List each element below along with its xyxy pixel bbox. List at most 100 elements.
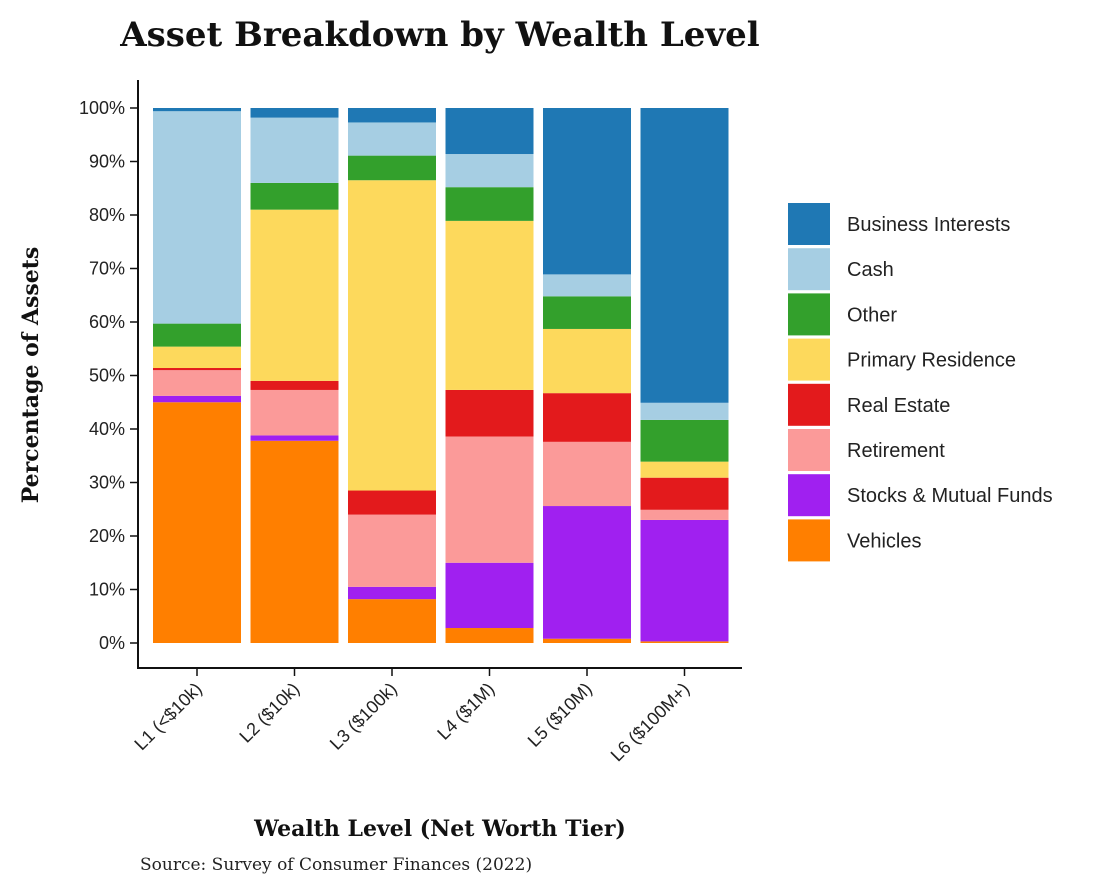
y-axis-title: Percentage of Assets <box>18 247 44 504</box>
bar-segment-business-interests-l3-100k <box>348 108 436 123</box>
bar-stack-l1-10k <box>153 108 241 643</box>
legend-item-stocks-mutual-funds: Stocks & Mutual Funds <box>788 474 1053 517</box>
legend-item-other: Other <box>788 293 897 336</box>
bar-segment-cash-l2-10k <box>250 117 339 183</box>
x-axis-title: Wealth Level (Net Worth Tier) <box>253 816 626 842</box>
x-tick-label: L5 ($10M) <box>524 679 596 751</box>
bar-segment-stocks-mutual-funds-l6-100m <box>640 519 729 642</box>
bar-segment-business-interests-l4-1m <box>445 108 534 155</box>
bar-segment-other-l6-100m <box>640 419 729 462</box>
legend-swatch <box>788 338 830 381</box>
legend-item-primary-residence: Primary Residence <box>788 338 1016 381</box>
y-tick-label: 60% <box>89 312 125 332</box>
bar-segment-business-interests-l5-10m <box>543 108 631 275</box>
bar-segment-vehicles-l6-100m <box>640 641 729 643</box>
bar-segment-real-estate-l3-100k <box>348 490 436 515</box>
bar-segment-other-l5-10m <box>543 296 631 329</box>
bar-segment-vehicles-l3-100k <box>348 599 436 643</box>
legend-swatch <box>788 519 830 562</box>
bar-segment-real-estate-l5-10m <box>543 393 631 442</box>
bar-segment-primary-residence-l5-10m <box>543 328 631 394</box>
bar-segment-business-interests-l6-100m <box>640 108 729 403</box>
legend-label: Real Estate <box>847 395 950 417</box>
x-tick-label: L2 ($10k) <box>235 679 303 747</box>
y-tick-label: 80% <box>89 205 125 225</box>
bar-segment-primary-residence-l3-100k <box>348 180 436 491</box>
bar-segment-other-l4-1m <box>445 187 534 221</box>
x-tick-label: L6 ($100M+) <box>607 679 694 766</box>
bar-segment-primary-residence-l2-10k <box>250 209 339 381</box>
legend-label: Primary Residence <box>847 350 1016 372</box>
legend-swatch <box>788 383 830 426</box>
bar-stack-l4-1m <box>445 108 534 643</box>
legend-swatch <box>788 248 830 291</box>
bar-segment-cash-l3-100k <box>348 122 436 156</box>
bar-segment-other-l1-10k <box>153 323 241 347</box>
bar-segment-vehicles-l1-10k <box>153 402 241 643</box>
bar-segment-cash-l6-100m <box>640 402 729 420</box>
bar-segment-business-interests-l2-10k <box>250 108 339 118</box>
bar-segment-vehicles-l4-1m <box>445 628 534 643</box>
bar-segment-retirement-l1-10k <box>153 370 241 396</box>
legend-swatch <box>788 474 830 517</box>
legend-item-business-interests: Business Interests <box>788 203 1010 245</box>
y-tick-label: 90% <box>89 152 125 172</box>
bar-segment-vehicles-l2-10k <box>250 440 339 643</box>
bar-segment-retirement-l2-10k <box>250 389 339 436</box>
bar-segment-real-estate-l6-100m <box>640 477 729 510</box>
bar-segment-primary-residence-l1-10k <box>153 346 241 369</box>
legend-item-vehicles: Vehicles <box>788 519 922 562</box>
bar-segment-real-estate-l1-10k <box>153 368 241 371</box>
y-tick-label: 70% <box>89 259 125 279</box>
chart-title: Asset Breakdown by Wealth Level <box>119 15 760 55</box>
bar-stack-l5-10m <box>543 108 631 643</box>
bar-stack-l6-100m <box>640 108 729 643</box>
bar-segment-other-l3-100k <box>348 155 436 181</box>
source-caption: Source: Survey of Consumer Finances (202… <box>140 855 532 875</box>
x-tick-label: L4 ($1M) <box>433 679 498 744</box>
y-tick-label: 30% <box>89 473 125 493</box>
x-tick-label: L1 (<$10k) <box>130 679 205 754</box>
bar-segment-retirement-l5-10m <box>543 441 631 507</box>
bar-segment-stocks-mutual-funds-l4-1m <box>445 562 534 629</box>
bar-segment-cash-l5-10m <box>543 274 631 297</box>
bar-segment-business-interests-l1-10k <box>153 108 241 112</box>
legend-label: Vehicles <box>847 530 922 552</box>
legend-item-cash: Cash <box>788 248 894 291</box>
legend-label: Stocks & Mutual Funds <box>847 485 1053 507</box>
legend-label: Cash <box>847 259 894 281</box>
legend-item-retirement: Retirement <box>788 429 945 471</box>
bar-segment-stocks-mutual-funds-l1-10k <box>153 395 241 403</box>
bar-segment-stocks-mutual-funds-l2-10k <box>250 435 339 441</box>
bar-segment-stocks-mutual-funds-l5-10m <box>543 506 631 639</box>
y-tick-label: 10% <box>89 580 125 600</box>
bar-segment-primary-residence-l6-100m <box>640 461 729 478</box>
y-tick-label: 0% <box>99 633 125 653</box>
legend-swatch <box>788 203 830 245</box>
bar-segment-stocks-mutual-funds-l3-100k <box>348 586 436 600</box>
bar-segment-retirement-l4-1m <box>445 436 534 563</box>
bar-segment-cash-l4-1m <box>445 154 534 188</box>
bar-segment-primary-residence-l4-1m <box>445 220 534 390</box>
bar-segment-other-l2-10k <box>250 182 339 210</box>
y-tick-label: 50% <box>89 366 125 386</box>
bar-segment-real-estate-l2-10k <box>250 380 339 390</box>
y-tick-label: 20% <box>89 526 125 546</box>
x-tick-label: L3 ($100k) <box>326 679 401 754</box>
legend-item-real-estate: Real Estate <box>788 383 950 426</box>
y-tick-label: 40% <box>89 419 125 439</box>
y-tick-label: 100% <box>79 98 125 118</box>
legend-swatch <box>788 293 830 336</box>
bar-segment-vehicles-l5-10m <box>543 638 631 643</box>
bar-segment-retirement-l6-100m <box>640 509 729 520</box>
bar-segment-retirement-l3-100k <box>348 514 436 587</box>
bar-segment-real-estate-l4-1m <box>445 389 534 437</box>
bar-stack-l3-100k <box>348 108 436 643</box>
legend-swatch <box>788 429 830 471</box>
bar-stack-l2-10k <box>250 108 339 643</box>
legend: Business Interests Cash Other Primary Resid… <box>788 203 1053 562</box>
bar-segment-cash-l1-10k <box>153 111 241 324</box>
legend-label: Other <box>847 304 897 326</box>
legend-label: Business Interests <box>847 214 1010 236</box>
